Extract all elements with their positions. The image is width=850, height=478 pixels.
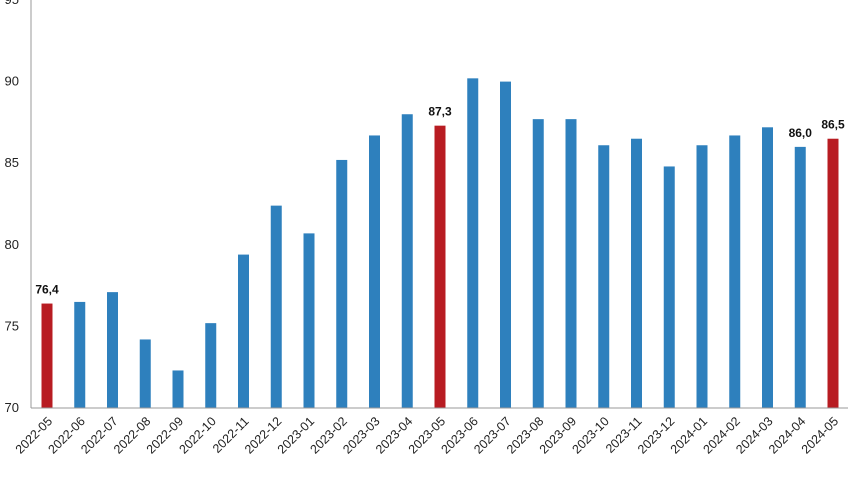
bar: [172, 370, 184, 408]
y-tick-label: 80: [5, 237, 19, 252]
bar: [369, 135, 380, 408]
y-tick-label: 90: [5, 74, 19, 89]
bar: [762, 127, 773, 409]
x-tick-label: 2024-05: [799, 414, 841, 456]
y-tick-label: 75: [5, 318, 19, 333]
data-labels: 76,4 87,3 86,0 86,5: [35, 105, 845, 297]
data-label: 86,5: [821, 118, 845, 132]
bar: [336, 159, 348, 408]
bar: [270, 205, 282, 408]
bar: [205, 323, 217, 408]
bar: [238, 254, 249, 408]
bar: [631, 138, 642, 408]
bar: [139, 339, 151, 408]
bar: [74, 301, 86, 408]
bar: [41, 303, 53, 408]
bars: [41, 78, 839, 409]
bar: [532, 119, 544, 408]
x-axis: 2022-052022-062022-072022-082022-092022-…: [13, 407, 848, 457]
bar: [827, 138, 839, 408]
bar: [401, 114, 413, 409]
data-label: 86,0: [789, 126, 813, 140]
bar: [729, 135, 741, 408]
bar: [107, 292, 118, 408]
y-tick-label: 70: [5, 400, 19, 415]
bar: [434, 125, 446, 408]
bar: [794, 146, 806, 408]
bar: [500, 81, 511, 408]
bar: [565, 119, 577, 408]
bar: [696, 145, 708, 408]
data-label: 76,4: [35, 283, 59, 297]
data-label: 87,3: [428, 105, 452, 119]
bar: [303, 233, 315, 408]
y-tick-label: 95: [5, 0, 19, 7]
bar: [663, 166, 675, 408]
y-axis: 70 75 80 85 90 95: [5, 0, 32, 415]
x-tick-label: 2022-10: [177, 414, 219, 456]
bar: [467, 78, 479, 408]
x-tick-label: 2023-10: [570, 414, 612, 456]
y-tick-label: 85: [5, 155, 19, 170]
bar: [598, 145, 610, 408]
